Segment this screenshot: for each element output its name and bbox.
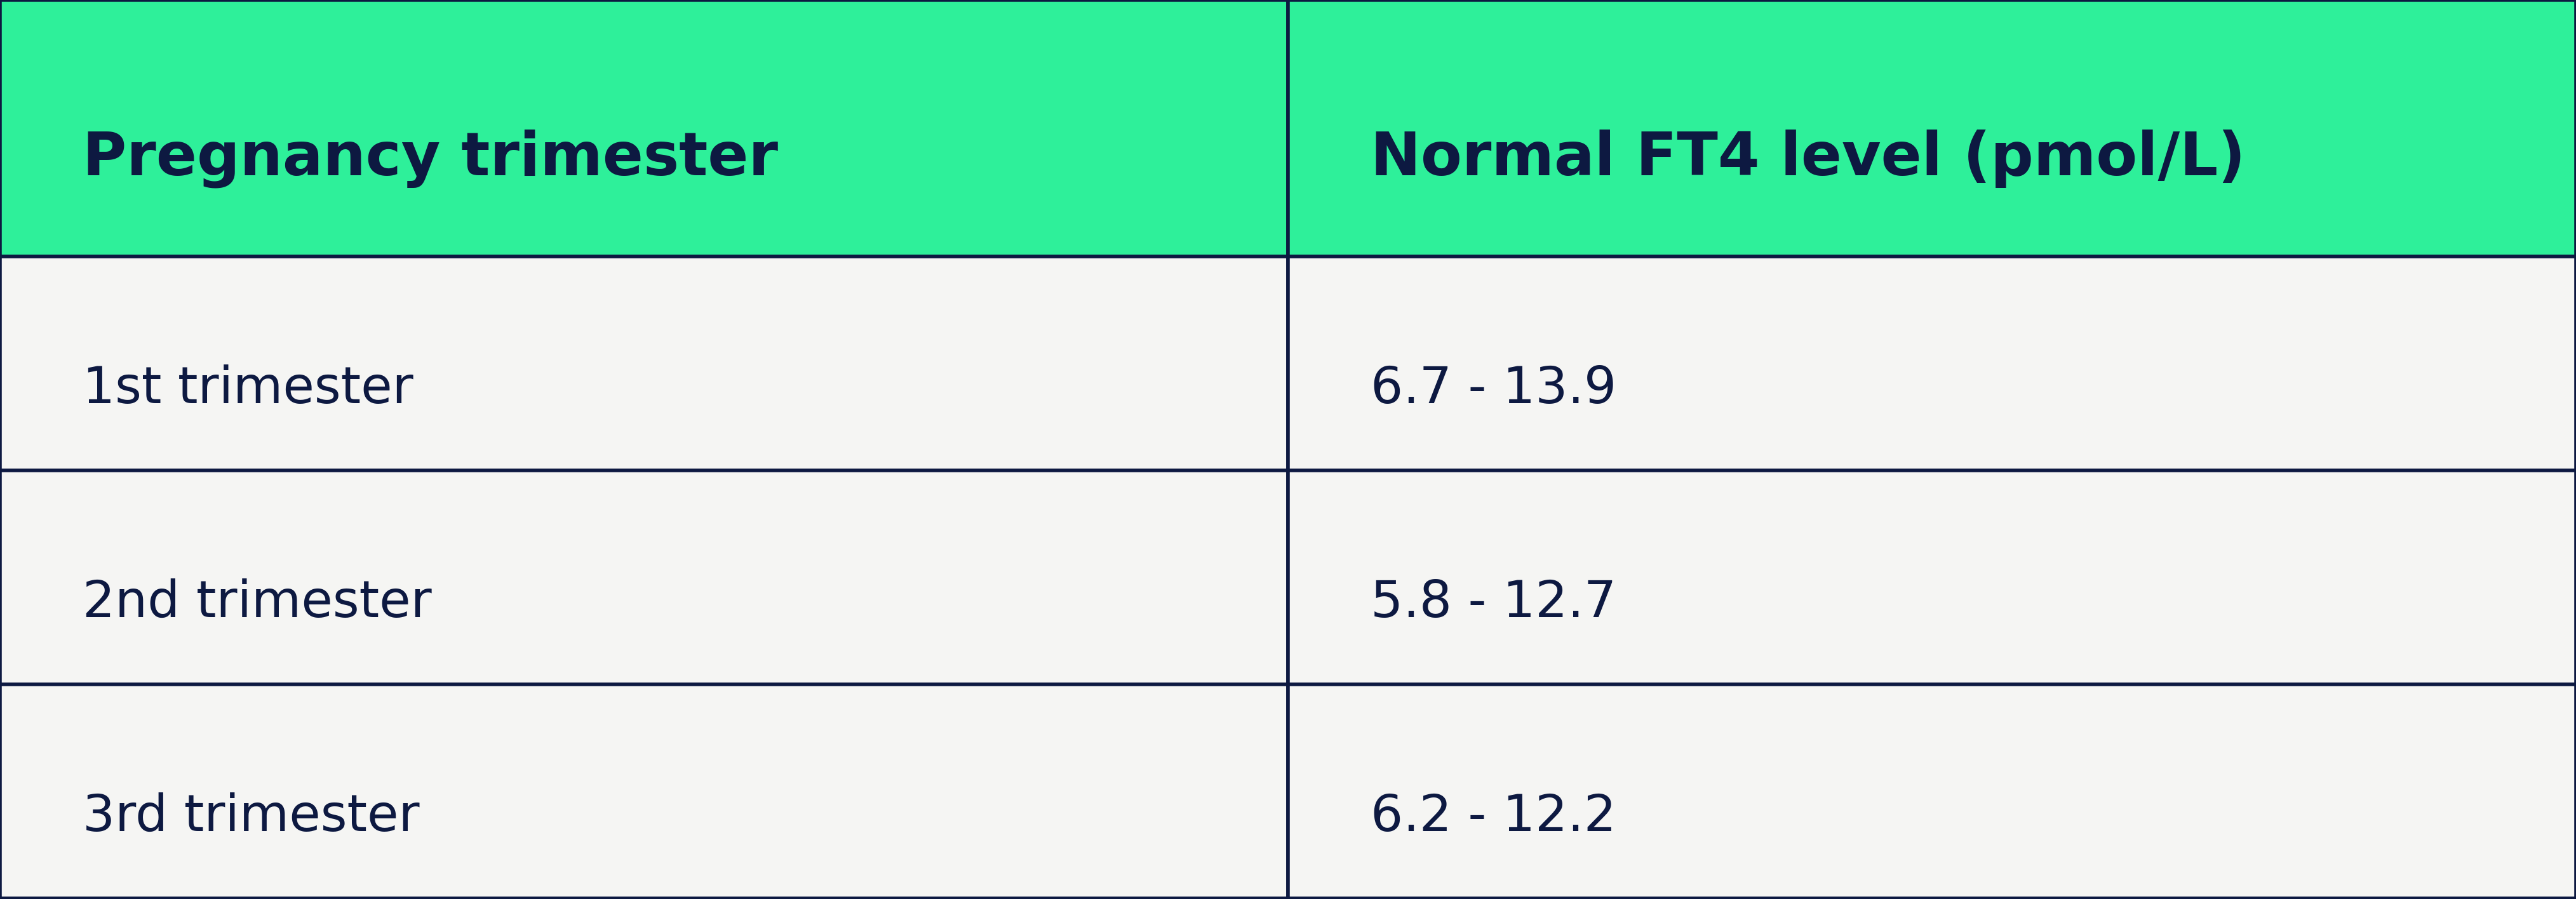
Text: Normal FT4 level (pmol/L): Normal FT4 level (pmol/L) [1370,129,2246,188]
Bar [1288,0,2576,256]
Text: 2nd trimester: 2nd trimester [82,578,433,628]
Text: Pregnancy trimester: Pregnancy trimester [82,129,778,188]
Text: 3rd trimester: 3rd trimester [82,792,420,841]
Bar [1288,470,2576,684]
Text: 5.8 - 12.7: 5.8 - 12.7 [1370,578,1615,628]
Bar [1288,684,2576,898]
Bar [0,256,1288,470]
Bar [0,0,1288,256]
Bar [1288,256,2576,470]
Text: 6.2 - 12.2: 6.2 - 12.2 [1370,792,1615,841]
Bar [0,470,1288,684]
Text: 1st trimester: 1st trimester [82,364,412,414]
Bar [0,684,1288,898]
Text: 6.7 - 13.9: 6.7 - 13.9 [1370,364,1615,414]
